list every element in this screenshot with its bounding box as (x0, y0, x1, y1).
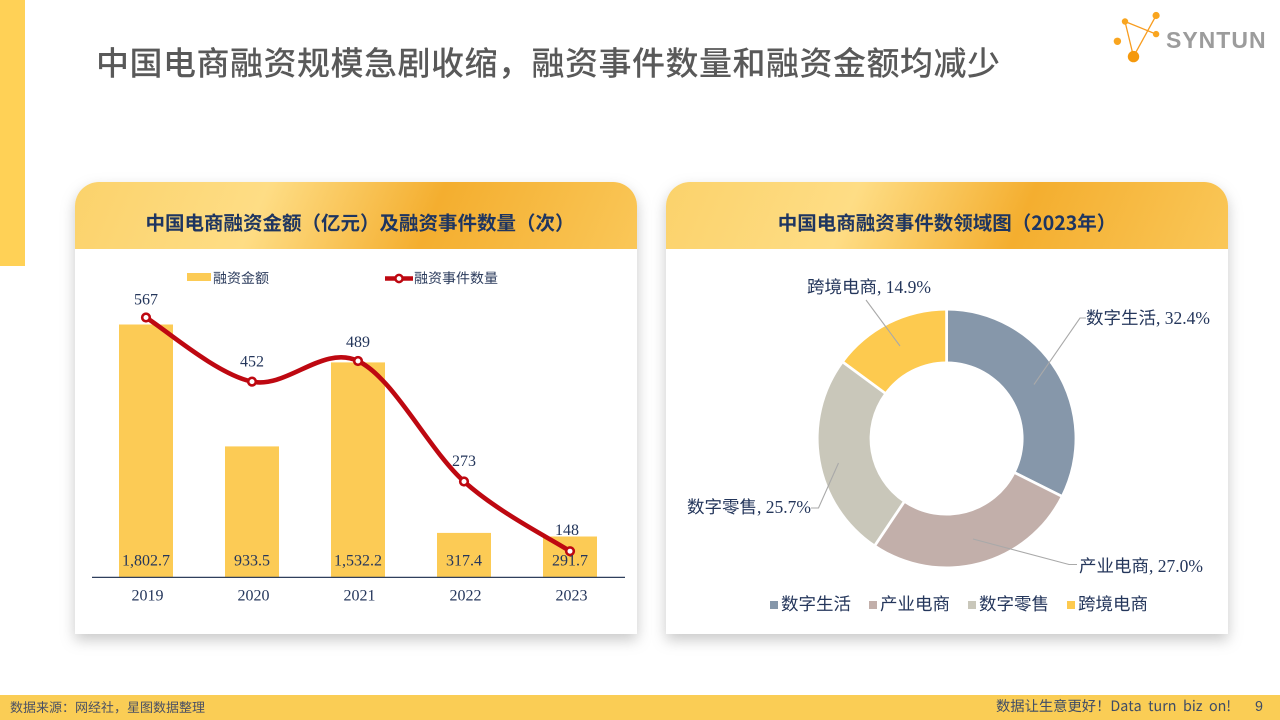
svg-text:148: 148 (555, 522, 579, 539)
svg-text:291.7: 291.7 (552, 553, 588, 570)
svg-text:2021: 2021 (344, 588, 376, 605)
svg-text:1,532.2: 1,532.2 (334, 553, 382, 570)
svg-text:317.4: 317.4 (446, 553, 482, 570)
svg-text:567: 567 (134, 292, 158, 309)
svg-text:2022: 2022 (450, 588, 482, 605)
svg-text:489: 489 (346, 334, 370, 351)
svg-text:1,802.7: 1,802.7 (122, 553, 170, 570)
svg-text:2019: 2019 (132, 588, 164, 605)
svg-text:933.5: 933.5 (234, 553, 270, 570)
svg-text:273: 273 (452, 453, 476, 470)
svg-text:2023: 2023 (556, 588, 588, 605)
svg-text:452: 452 (240, 354, 264, 371)
svg-text:2020: 2020 (238, 588, 270, 605)
